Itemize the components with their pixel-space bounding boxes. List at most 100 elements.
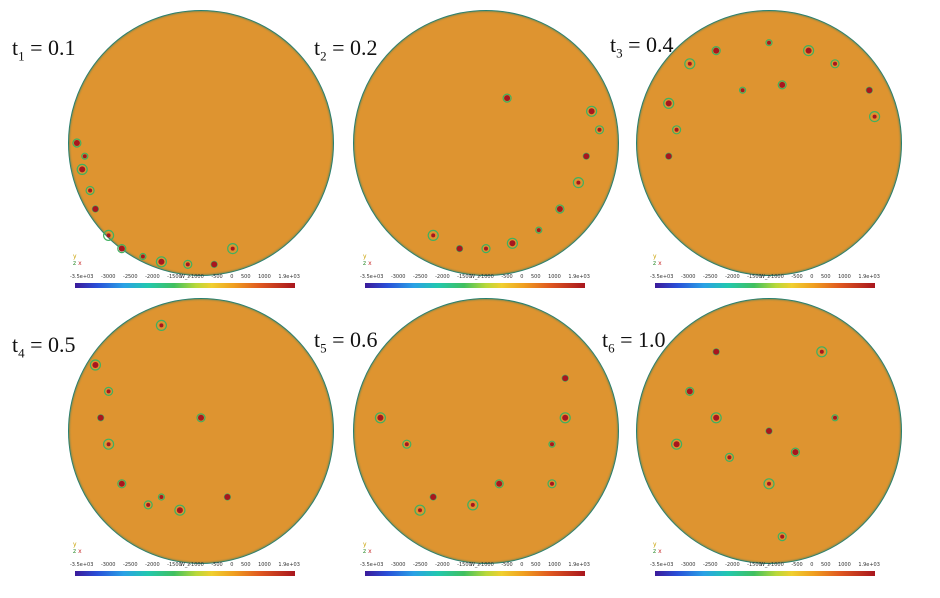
colorbar-tick-label: -1500 xyxy=(167,562,182,568)
colorbar-tick-label: -3.5e+03 xyxy=(360,274,384,280)
colorbar-tick-label: 1000 xyxy=(838,562,851,568)
colorbar-tick-label: 0 xyxy=(230,274,234,280)
vortex-field xyxy=(427,93,605,254)
colorbar-tick-label: -1000 xyxy=(479,274,494,280)
time-label: t3 = 0.4 xyxy=(610,32,674,61)
colorbar-tick-label: -1000 xyxy=(769,274,784,280)
colorbar-tick-label: 0 xyxy=(230,562,234,568)
colorbar-tick-label: -1500 xyxy=(457,562,472,568)
colorbar-tick-label: 1.9e+03 xyxy=(568,274,590,280)
colorbar-tick-label: 0 xyxy=(520,562,524,568)
colorbar-tick-label: 1.9e+03 xyxy=(278,274,300,280)
colorbar-tick-label: 500 xyxy=(530,274,541,280)
colorbar-tick-label: -500 xyxy=(501,274,513,280)
colorbar-tick-label: 1000 xyxy=(838,274,851,280)
colorbar-tick-label: 1000 xyxy=(258,274,271,280)
colorbar-tick-label: 1.9e+03 xyxy=(858,274,880,280)
vortex-field xyxy=(72,138,239,269)
colorbar-tick-label: 500 xyxy=(820,274,831,280)
colorbar xyxy=(365,571,585,576)
colorbar-title: W_z xyxy=(469,562,481,568)
colorbar-ticks: -3.5e+03 -3000 -2500 -2000 -1500 -1000 -500 0 50… xyxy=(360,562,590,568)
colorbar-tick-label: -2500 xyxy=(123,274,138,280)
colorbar-tick-label: 0 xyxy=(520,274,524,280)
colorbar-tick-label: 500 xyxy=(820,562,831,568)
colorbar-tick-label: -500 xyxy=(211,562,223,568)
colorbar-tick-label: -3000 xyxy=(390,274,406,280)
colorbar-tick-label: -1500 xyxy=(167,274,182,280)
time-label: t2 = 0.2 xyxy=(314,35,378,64)
colorbar-tick-label: -2000 xyxy=(145,562,160,568)
vorticity-disk xyxy=(636,298,902,564)
colorbar-tick-label: 1.9e+03 xyxy=(858,562,880,568)
colorbar-ticks: -3.5e+03 -3000 -2500 -2000 -1500 -1000 -500 0 50… xyxy=(650,562,880,568)
vorticity-disk xyxy=(353,298,619,564)
colorbar-tick-label: -1500 xyxy=(747,562,762,568)
colorbar-title: W_z xyxy=(179,274,191,280)
colorbar-tick-label: 0 xyxy=(810,562,814,568)
colorbar-tick-label: -3.5e+03 xyxy=(70,274,94,280)
colorbar-tick-label: -3000 xyxy=(390,562,406,568)
colorbar xyxy=(75,283,295,288)
colorbar-tick-label: -2500 xyxy=(703,274,718,280)
colorbar-tick-label: -2000 xyxy=(725,562,740,568)
colorbar-tick-label: 1000 xyxy=(548,562,561,568)
vorticity-disk xyxy=(68,298,334,564)
colorbar-tick-label: -1000 xyxy=(769,562,784,568)
colorbar-tick-label: -1500 xyxy=(457,274,472,280)
colorbar xyxy=(655,283,875,288)
colorbar-tick-label: -2000 xyxy=(725,274,740,280)
colorbar-tick-label: 500 xyxy=(240,562,251,568)
colorbar-tick-label: -3.5e+03 xyxy=(650,562,674,568)
vorticity-disk xyxy=(636,10,902,276)
time-label: t1 = 0.1 xyxy=(12,35,76,64)
colorbar-ticks: -3.5e+03 -3000 -2500 -2000 -1500 -1000 -500 0 50… xyxy=(360,274,590,280)
vortex-field xyxy=(89,319,231,516)
vorticity-disk xyxy=(353,10,619,276)
colorbar-title: W_z xyxy=(759,274,771,280)
colorbar-tick-label: -2500 xyxy=(413,562,428,568)
colorbar-tick-label: 1000 xyxy=(258,562,271,568)
colorbar-tick-label: -500 xyxy=(791,562,803,568)
colorbar-title: W_z xyxy=(469,274,481,280)
colorbar-tick-label: -500 xyxy=(791,274,803,280)
time-label: t5 = 0.6 xyxy=(314,327,378,356)
colorbar-tick-label: -3000 xyxy=(680,562,696,568)
colorbar-title: W_z xyxy=(759,562,771,568)
time-label: t6 = 1.0 xyxy=(602,327,666,356)
colorbar-tick-label: -3.5e+03 xyxy=(70,562,94,568)
colorbar xyxy=(655,571,875,576)
colorbar-tick-label: -3000 xyxy=(100,274,116,280)
colorbar-tick-label: -1000 xyxy=(189,274,204,280)
colorbar-tick-label: -500 xyxy=(211,274,223,280)
colorbar-tick-label: -1000 xyxy=(479,562,494,568)
colorbar-tick-label: 1.9e+03 xyxy=(278,562,300,568)
vortex-field xyxy=(670,346,839,542)
colorbar-tick-label: -1000 xyxy=(189,562,204,568)
colorbar xyxy=(365,283,585,288)
colorbar-tick-label: -2500 xyxy=(123,562,138,568)
vortex-field xyxy=(663,39,881,160)
colorbar-ticks: -3.5e+03 -3000 -2500 -2000 -1500 -1000 -500 0 50… xyxy=(70,274,300,280)
colorbar-tick-label: -3000 xyxy=(100,562,116,568)
colorbar-tick-label: -500 xyxy=(501,562,513,568)
colorbar-tick-label: 500 xyxy=(530,562,541,568)
colorbar-tick-label: -3.5e+03 xyxy=(650,274,674,280)
colorbar-tick-label: -2000 xyxy=(435,562,450,568)
colorbar-ticks: -3.5e+03 -3000 -2500 -2000 -1500 -1000 -500 0 50… xyxy=(650,274,880,280)
time-label: t4 = 0.5 xyxy=(12,332,76,361)
vortex-field xyxy=(374,374,571,516)
colorbar-tick-label: 0 xyxy=(810,274,814,280)
colorbar-tick-label: 500 xyxy=(240,274,251,280)
colorbar-tick-label: -2000 xyxy=(435,274,450,280)
colorbar xyxy=(75,571,295,576)
colorbar-title: W_z xyxy=(179,562,191,568)
colorbar-tick-label: -1500 xyxy=(747,274,762,280)
colorbar-tick-label: -3.5e+03 xyxy=(360,562,384,568)
